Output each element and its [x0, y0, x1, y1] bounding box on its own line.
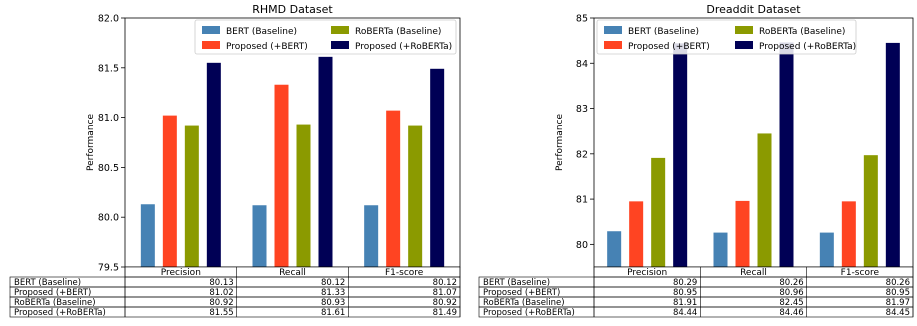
y-tick-label: 79.5: [98, 263, 119, 274]
y-tick-label: 80.5: [98, 163, 119, 174]
table-cell-value: 80.95: [673, 288, 697, 298]
bar: [757, 133, 772, 267]
table-cell-value: 80.29: [673, 278, 697, 288]
table-cell-value: 80.92: [209, 298, 233, 308]
bar: [863, 155, 878, 267]
table-cell-value: 82.45: [779, 298, 803, 308]
y-axis-label: Performance: [555, 114, 565, 171]
bar: [162, 115, 177, 267]
bar: [885, 42, 900, 268]
x-category-label: Recall: [279, 268, 306, 278]
table-cell-value: 80.96: [779, 288, 803, 298]
bar: [841, 201, 856, 267]
table-cell-value: 81.61: [321, 308, 345, 318]
table-row-label: RoBERTa (Baseline): [14, 298, 96, 308]
y-axis-label: Performance: [86, 114, 96, 171]
legend-label: Proposed (+RoBERTa): [355, 42, 452, 52]
bar: [386, 110, 401, 268]
bar: [779, 42, 794, 268]
legend-swatch: [735, 26, 753, 34]
y-tick-label: 85: [576, 14, 588, 25]
bar: [651, 157, 666, 267]
y-tick-label: 81.0: [98, 113, 119, 124]
bar: [184, 125, 199, 268]
bar: [140, 204, 155, 267]
bar: [819, 232, 834, 267]
table-row-label: BERT (Baseline): [483, 278, 550, 288]
bar: [296, 124, 311, 268]
table-row-label: Proposed (+BERT): [14, 288, 91, 298]
bar: [252, 205, 267, 267]
bar: [607, 231, 622, 267]
x-category-label: Precision: [627, 268, 667, 278]
table-cell-value: 81.07: [433, 288, 457, 298]
table-row-label: BERT (Baseline): [14, 278, 81, 288]
bar: [629, 201, 644, 267]
legend-swatch: [331, 26, 349, 34]
table-row-label: Proposed (+BERT): [483, 288, 560, 298]
x-category-label: F1-score: [385, 268, 424, 278]
y-tick-label: 84: [576, 59, 588, 70]
y-tick-label: 81.5: [98, 63, 119, 74]
table-cell-value: 80.12: [321, 278, 345, 288]
legend-swatch: [735, 41, 753, 49]
y-tick-label: 82: [576, 149, 588, 160]
table-cell-value: 84.45: [886, 308, 910, 318]
chart-title: RHMD Dataset: [252, 3, 333, 16]
table-cell-value: 80.26: [886, 278, 910, 288]
table-cell-value: 80.12: [433, 278, 457, 288]
table-cell-value: 80.26: [779, 278, 803, 288]
table-cell-value: 80.92: [433, 298, 457, 308]
table-cell-value: 80.13: [209, 278, 233, 288]
bar: [735, 200, 750, 267]
bar: [364, 205, 379, 267]
legend-swatch: [202, 26, 220, 34]
table-cell-value: 81.55: [209, 308, 233, 318]
table-cell-value: 80.95: [886, 288, 910, 298]
legend-swatch: [202, 41, 220, 49]
y-tick-label: 81: [576, 195, 588, 206]
legend-box: [596, 19, 857, 55]
bar: [430, 68, 445, 268]
table-row-label: Proposed (+RoBERTa): [483, 308, 575, 318]
legend-swatch: [604, 26, 622, 34]
bar: [206, 62, 221, 267]
table-cell-value: 81.97: [886, 298, 910, 308]
chart-title: Dreaddit Dataset: [706, 3, 801, 16]
legend-swatch: [604, 41, 622, 49]
bar: [408, 125, 423, 268]
y-tick-label: 82.0: [98, 14, 119, 25]
bar: [274, 84, 289, 268]
table-cell-value: 80.93: [321, 298, 345, 308]
y-tick-label: 83: [576, 104, 588, 115]
legend-box: [194, 19, 457, 55]
legend-label: RoBERTa (Baseline): [355, 27, 441, 37]
table-cell-value: 81.49: [433, 308, 457, 318]
legend-label: BERT (Baseline): [226, 27, 297, 37]
table-cell-value: 84.46: [779, 308, 803, 318]
x-category-label: F1-score: [841, 268, 880, 278]
y-tick-label: 80.0: [98, 213, 119, 224]
legend-label: BERT (Baseline): [628, 27, 699, 37]
legend-label: Proposed (+BERT): [226, 42, 308, 52]
bar: [318, 56, 333, 268]
table-row: [478, 306, 914, 318]
table-cell-value: 81.02: [209, 288, 233, 298]
table-cell-value: 81.33: [321, 288, 345, 298]
legend-label: Proposed (+BERT): [628, 42, 710, 52]
table-cell-value: 84.44: [673, 308, 697, 318]
bar: [713, 232, 728, 267]
table-cell-value: 81.91: [673, 298, 697, 308]
legend-label: RoBERTa (Baseline): [759, 27, 845, 37]
table-row-label: RoBERTa (Baseline): [483, 298, 565, 308]
legend-label: Proposed (+RoBERTa): [759, 42, 856, 52]
table-row: [9, 306, 461, 318]
legend-swatch: [331, 41, 349, 49]
x-category-label: Recall: [740, 268, 767, 278]
bar: [673, 43, 688, 268]
y-tick-label: 80: [576, 240, 588, 251]
table-row-label: Proposed (+RoBERTa): [14, 308, 106, 318]
x-category-label: Precision: [161, 268, 201, 278]
